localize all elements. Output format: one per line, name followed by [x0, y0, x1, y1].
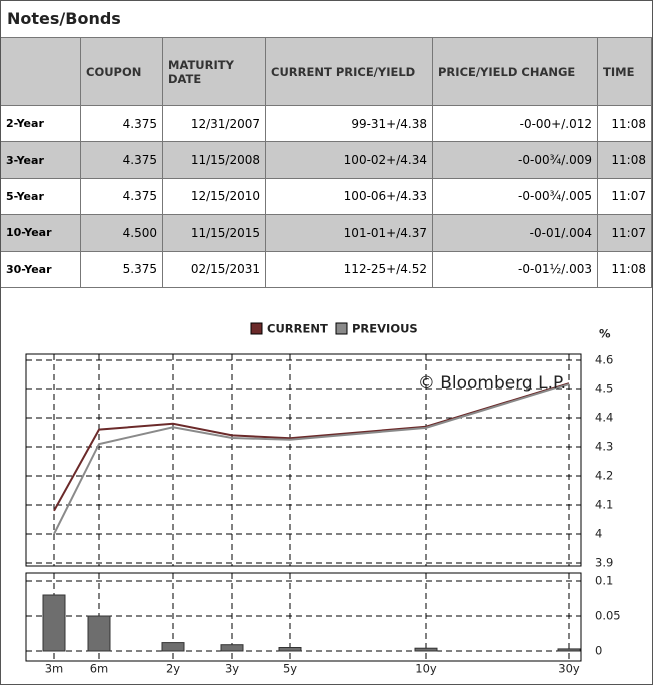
bar — [161, 642, 185, 652]
y-tick-label: 4 — [595, 527, 602, 541]
plot-area — [25, 353, 582, 567]
x-tick-label: 3m — [45, 662, 64, 676]
table-cell: 11:07 — [598, 178, 652, 216]
table-cell: 02/15/2031 — [163, 251, 266, 288]
annotation: © Bloomberg L.P. — [418, 373, 566, 393]
table-cell: 11:08 — [598, 142, 652, 179]
bar — [278, 647, 302, 652]
x-tick-label: 6m — [90, 662, 109, 676]
bar — [87, 615, 111, 652]
table-cell: 11/15/2015 — [163, 215, 266, 252]
table-cell: 4.375 — [81, 142, 163, 179]
table-cell: 4.375 — [81, 178, 163, 216]
table-cell: -0-01½/.003 — [433, 251, 598, 288]
row-label: 2-Year — [1, 106, 81, 143]
table-cell: 12/31/2007 — [163, 106, 266, 143]
table-cell: 100-06+/4.33 — [266, 178, 433, 216]
x-tick-label: 10y — [415, 662, 437, 676]
y-tick-label: 4.2 — [595, 469, 613, 483]
table-cell: -0-01/.004 — [433, 215, 598, 252]
y-tick-label: 4.1 — [595, 498, 613, 512]
column-header: CURRENT PRICE/YIELD — [266, 38, 433, 106]
y-tick-label: 0 — [595, 644, 602, 658]
legend-label: PREVIOUS — [352, 322, 418, 336]
table-cell: 101-01+/4.37 — [266, 215, 433, 252]
x-tick-label: 3y — [225, 662, 239, 676]
table-cell: 11:08 — [598, 251, 652, 288]
chart: 4.6 4.5 4.4 4.3 4.2 4.1 4 3.9 CURRENT PREVIOUS % © … — [25, 322, 621, 676]
table-cell: -0-00¾/.005 — [433, 178, 598, 216]
row-label: 5-Year — [1, 178, 81, 216]
series-line — [53, 383, 570, 535]
table-cell: 4.500 — [81, 215, 163, 252]
table-cell: 11/15/2008 — [163, 142, 266, 179]
legend-swatch — [250, 322, 263, 335]
column-header: MATURITY DATE — [163, 38, 266, 106]
table-cell: 12/15/2010 — [163, 178, 266, 216]
x-tick-label: 5y — [283, 662, 297, 676]
table-cell: 5.375 — [81, 251, 163, 288]
table-cell: -0-00+/.012 — [433, 106, 598, 143]
column-header: PRICE/YIELD CHANGE — [433, 38, 598, 106]
y-unit: % — [599, 327, 611, 341]
bar — [220, 644, 244, 652]
table-cell: 100-02+/4.34 — [266, 142, 433, 179]
y-tick-label: 3.9 — [595, 556, 613, 570]
title: Notes/Bonds — [1, 1, 652, 38]
row-label: 30-Year — [1, 251, 81, 288]
table-cell: -0-00¾/.009 — [433, 142, 598, 179]
y-tick-label: 0.1 — [595, 574, 613, 588]
y-tick-label: 0.05 — [595, 609, 621, 623]
y-tick-label: 4.5 — [595, 382, 613, 396]
y-tick-label: 4.3 — [595, 440, 613, 454]
bar — [414, 647, 438, 652]
table-cell: 4.375 — [81, 106, 163, 143]
x-tick-label: 30y — [558, 662, 580, 676]
series-line — [53, 382, 570, 512]
bar — [557, 648, 581, 652]
x-tick-label: 2y — [166, 662, 180, 676]
header-cell — [1, 38, 81, 106]
y-tick-label: 4.4 — [595, 411, 613, 425]
column-header: TIME — [598, 38, 652, 106]
table-cell: 99-31+/4.38 — [266, 106, 433, 143]
row-label: 10-Year — [1, 215, 81, 252]
bar — [42, 594, 66, 652]
plot-area — [25, 572, 582, 662]
table-cell: 112-25+/4.52 — [266, 251, 433, 288]
legend-label: CURRENT — [267, 322, 328, 336]
table-cell: 11:08 — [598, 106, 652, 143]
legend-swatch — [335, 322, 348, 335]
table-cell: 11:07 — [598, 215, 652, 252]
y-tick-label: 4.6 — [595, 353, 613, 367]
row-label: 3-Year — [1, 142, 81, 179]
column-header: COUPON — [81, 38, 163, 106]
